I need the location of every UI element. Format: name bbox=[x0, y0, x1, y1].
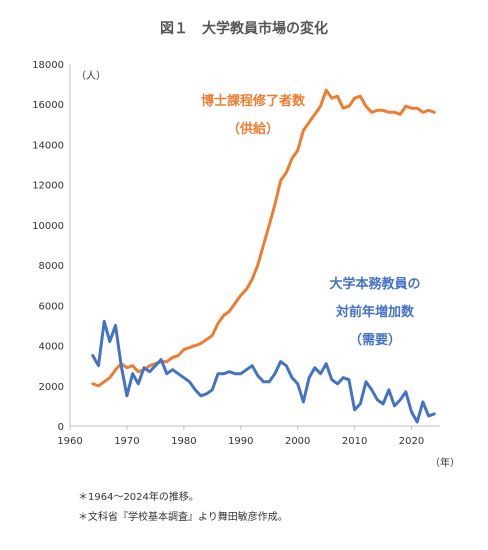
note-source: ＊文科省『学校基本調査』より舞田敏彦作成。 bbox=[78, 512, 288, 523]
x-tick-label: 2000 bbox=[285, 436, 310, 447]
x-tick-label: 1990 bbox=[228, 436, 253, 447]
note-period: ＊1964〜2024年の推移。 bbox=[78, 492, 199, 503]
y-tick-label: 16000 bbox=[32, 100, 64, 111]
demand-series-line bbox=[91, 319, 436, 424]
y-tick-label: 2000 bbox=[39, 382, 64, 393]
y-tick-label: 6000 bbox=[39, 301, 64, 312]
x-tick-label: 2020 bbox=[399, 436, 424, 447]
y-tick-label: 14000 bbox=[32, 140, 64, 151]
supply-series-label: 博士課程修了者数 bbox=[201, 93, 306, 109]
y-axis-unit: （人） bbox=[76, 70, 106, 82]
x-tick-label: 1980 bbox=[171, 436, 196, 447]
y-tick-label: 4000 bbox=[39, 342, 64, 353]
x-axis-unit: （年） bbox=[430, 456, 460, 469]
series-lines bbox=[91, 88, 436, 424]
chart-title: 図１ 大学教員市場の変化 bbox=[160, 21, 328, 37]
demand-series-label: 大学本務教員の bbox=[329, 276, 420, 292]
supply-series-sublabel: （供給） bbox=[227, 121, 279, 137]
y-tick-label: 10000 bbox=[32, 221, 64, 232]
x-tick-label: 2010 bbox=[342, 436, 367, 447]
x-tick-label: 1970 bbox=[114, 436, 139, 447]
x-tick-label: 1960 bbox=[57, 436, 82, 447]
y-tick-label: 12000 bbox=[32, 181, 64, 192]
supply-series-line bbox=[91, 88, 436, 388]
demand-series-sublabel: （需要） bbox=[349, 332, 401, 348]
axes bbox=[69, 64, 440, 430]
tick-labels: 0 2000 4000 6000 8000 10000 12000 14000 16000 180… bbox=[32, 60, 460, 469]
y-tick-label: 18000 bbox=[32, 60, 64, 71]
y-tick-label: 8000 bbox=[39, 261, 64, 272]
demand-series-label-line2: 対前年増加数 bbox=[335, 304, 415, 320]
y-tick-label: 0 bbox=[58, 422, 64, 433]
